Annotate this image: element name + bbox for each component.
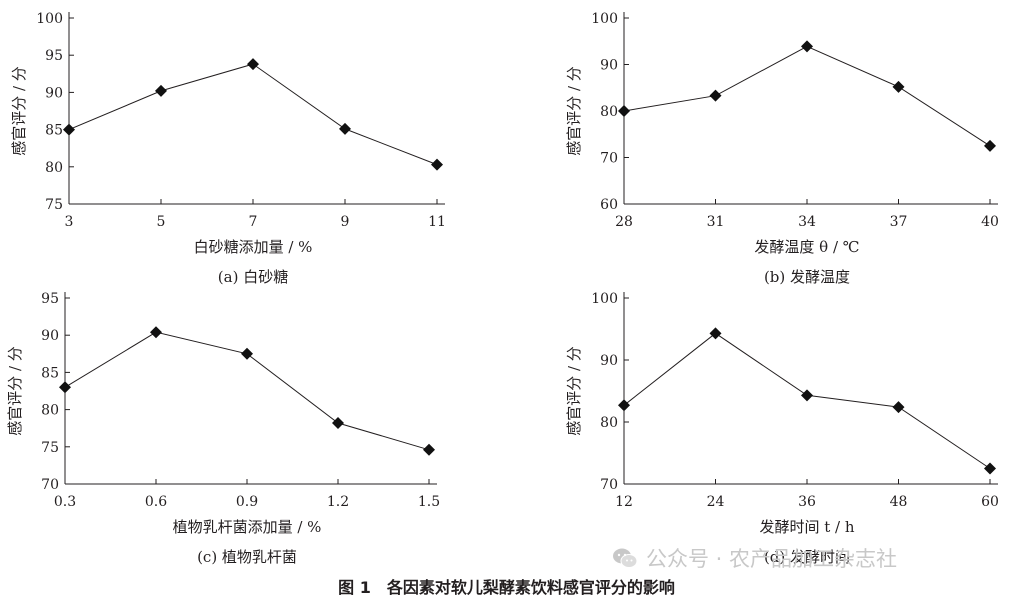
- chart-c-point: [150, 326, 162, 339]
- chart-b-y-tick-label: 100: [591, 11, 618, 27]
- chart-b-point: [892, 80, 905, 93]
- chart-a-point: [339, 122, 351, 135]
- chart-c-x-tick-label: 0.6: [145, 494, 167, 510]
- chart-b-x-tick-label: 28: [615, 214, 633, 230]
- chart-d-y-tick-label: 90: [600, 353, 618, 369]
- watermark-text: 公众号 · 农产品加工杂志社: [646, 547, 898, 571]
- chart-c-point: [59, 381, 71, 394]
- chart-a-series-line: [68, 63, 438, 166]
- watermark: 公众号 · 农产品加工杂志社: [612, 543, 897, 573]
- chart-c-point: [241, 347, 253, 360]
- chart-b-y-tick-label: 60: [600, 197, 618, 213]
- chart-a-point: [247, 58, 259, 71]
- chart-a-subcaption: (a) 白砂糖: [218, 268, 288, 286]
- chart-b-x-tick-label: 37: [890, 214, 908, 230]
- chart-c-x-label: 植物乳杆菌添加量 / %: [173, 518, 322, 536]
- chart-b-x-tick-label: 34: [798, 214, 816, 230]
- chart-b-y-label: 感官评分 / 分: [565, 66, 583, 156]
- chart-c-x-tick-label: 1.2: [327, 494, 349, 510]
- chart-b-point: [709, 89, 722, 102]
- wechat-icon: [613, 548, 638, 568]
- chart-a-point: [431, 158, 443, 171]
- chart-c-y-tick-label: 90: [41, 328, 59, 344]
- chart-a-y-tick-label: 85: [45, 123, 63, 139]
- chart-d-x-tick-label: 36: [798, 494, 816, 510]
- chart-a-point: [155, 84, 167, 97]
- chart-b-y-tick-label: 80: [600, 104, 618, 120]
- chart-c: 70 75 80 85 90 95 0.3 0.6 0.9 1.2 1.5 植物乳杆菌添加量 / % 感…: [6, 291, 440, 566]
- chart-a-y-label: 感官评分 / 分: [10, 66, 28, 156]
- chart-a-y-tick-label: 80: [45, 160, 63, 176]
- chart-d-x-tick-label: 60: [981, 494, 999, 510]
- chart-a-point: [63, 123, 75, 136]
- chart-d-x-label: 发酵时间 t / h: [759, 518, 854, 536]
- chart-d-y-tick-label: 80: [600, 415, 618, 431]
- chart-a: 75 80 85 90 95 100 3 5 7 9 11 白砂糖添加量 / % 感官评分 / 分 (a)…: [10, 11, 446, 286]
- chart-d: 70 80 90 100 12 24 36 48 60 发酵时间 t / h 感官评分 / 分 (d)…: [565, 291, 999, 566]
- chart-d-x-tick-label: 24: [707, 494, 725, 510]
- chart-c-y-tick-label: 80: [41, 403, 59, 419]
- chart-d-point: [709, 327, 722, 340]
- chart-b-point: [618, 105, 630, 117]
- chart-b-series-line: [623, 45, 991, 147]
- chart-d-point: [892, 401, 905, 414]
- chart-a-x-tick-label: 3: [65, 214, 74, 230]
- chart-d-x-tick-label: 12: [615, 494, 633, 510]
- chart-d-y-tick-label: 70: [600, 477, 618, 493]
- figure-caption: 图 1 各因素对软儿梨酵素饮料感官评分的影响: [338, 578, 675, 597]
- chart-a-x-label: 白砂糖添加量 / %: [194, 238, 313, 256]
- chart-c-y-tick-label: 95: [41, 291, 59, 307]
- chart-b-x-tick-label: 31: [707, 214, 725, 230]
- chart-c-point: [332, 416, 344, 429]
- chart-d-y-label: 感官评分 / 分: [565, 346, 583, 436]
- chart-c-y-tick-label: 75: [41, 440, 59, 456]
- chart-c-y-label: 感官评分 / 分: [6, 346, 24, 436]
- chart-b-x-label: 发酵温度 θ / ℃: [754, 238, 859, 256]
- chart-a-x-tick-label: 7: [249, 214, 258, 230]
- chart-c-subcaption: (c) 植物乳杆菌: [197, 548, 297, 566]
- chart-c-x-tick-label: 0.3: [54, 494, 76, 510]
- chart-b-point: [984, 139, 996, 152]
- chart-a-y-tick-label: 90: [45, 85, 63, 101]
- chart-b-y-tick-label: 90: [600, 58, 618, 74]
- chart-b-point: [801, 40, 813, 53]
- chart-a-x-tick-label: 5: [157, 214, 166, 230]
- chart-b: 60 70 80 90 100 28 31 34 37 40 发酵温度 θ / ℃ 感官评分 / 分 (…: [565, 11, 999, 286]
- chart-a-y-tick-label: 95: [45, 48, 63, 64]
- chart-c-point: [423, 443, 435, 456]
- chart-c-y-tick-label: 70: [41, 477, 59, 493]
- chart-d-subcaption: (d) 发酵时间: [764, 548, 850, 566]
- chart-b-subcaption: (b) 发酵温度: [764, 268, 850, 286]
- chart-d-x-tick-label: 48: [890, 494, 908, 510]
- chart-d-point: [984, 462, 996, 475]
- chart-d-point: [801, 389, 813, 402]
- chart-a-x-tick-label: 9: [341, 214, 350, 230]
- chart-b-x-tick-label: 40: [981, 214, 999, 230]
- chart-a-x-tick-label: 11: [428, 214, 446, 230]
- chart-c-y-tick-label: 85: [41, 365, 59, 381]
- chart-b-y-tick-label: 70: [600, 151, 618, 167]
- chart-a-y-tick-label: 100: [36, 11, 63, 27]
- chart-c-x-tick-label: 1.5: [418, 494, 440, 510]
- chart-a-y-tick-label: 75: [45, 197, 63, 213]
- chart-d-y-tick-label: 100: [591, 291, 618, 307]
- chart-c-x-tick-label: 0.9: [236, 494, 258, 510]
- chart-d-point: [618, 399, 630, 412]
